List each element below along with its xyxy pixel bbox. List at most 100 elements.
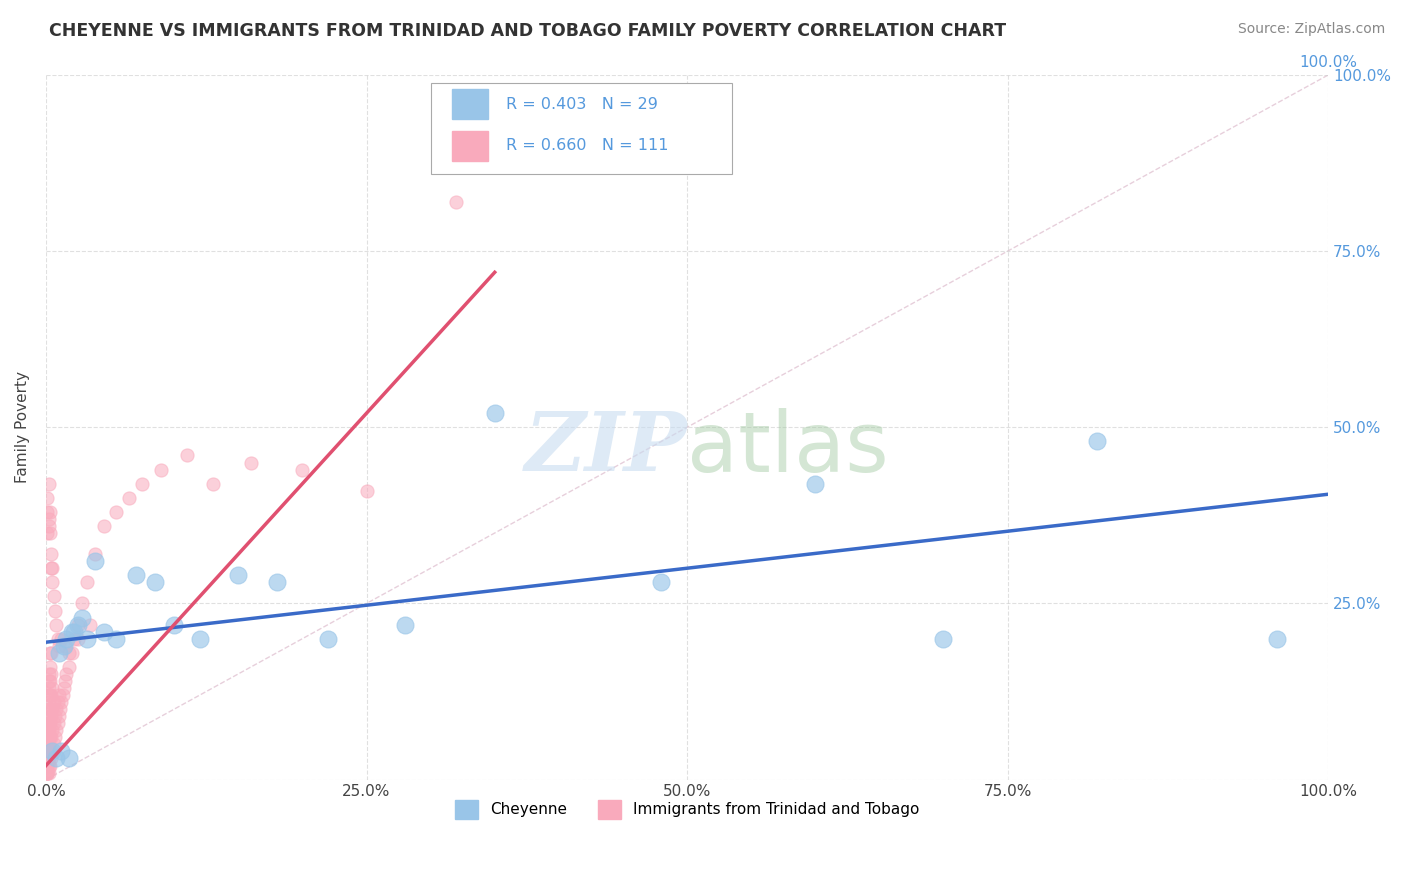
Point xyxy=(38,751,60,765)
Point xyxy=(37,758,59,772)
Point xyxy=(70,610,93,624)
Point xyxy=(932,632,955,646)
Point xyxy=(37,765,59,780)
Point xyxy=(39,646,62,660)
Point xyxy=(42,695,65,709)
Point xyxy=(38,519,60,533)
Point xyxy=(55,667,77,681)
Point xyxy=(51,695,73,709)
Point xyxy=(38,688,60,702)
Point xyxy=(118,491,141,505)
Point xyxy=(37,731,59,745)
Point xyxy=(291,462,314,476)
Point xyxy=(41,575,63,590)
Point xyxy=(58,660,80,674)
Point xyxy=(83,547,105,561)
Point xyxy=(38,695,60,709)
Point xyxy=(38,688,60,702)
Point xyxy=(42,716,65,731)
Point xyxy=(37,723,59,738)
Point xyxy=(37,758,59,772)
Point xyxy=(51,632,73,646)
Point xyxy=(37,744,59,758)
Point xyxy=(58,646,80,660)
Point xyxy=(37,505,59,519)
Point xyxy=(37,723,59,738)
Point xyxy=(37,765,59,780)
Point xyxy=(38,512,60,526)
Point xyxy=(105,505,128,519)
Point xyxy=(356,483,378,498)
Point xyxy=(131,476,153,491)
Point xyxy=(38,731,60,745)
Point xyxy=(44,731,66,745)
Point xyxy=(38,673,60,688)
Point xyxy=(45,751,67,765)
Point xyxy=(38,646,60,660)
Point xyxy=(39,667,62,681)
Point xyxy=(176,449,198,463)
Point xyxy=(37,765,59,780)
Point xyxy=(76,632,98,646)
Point xyxy=(38,660,60,674)
Point xyxy=(38,505,60,519)
Point xyxy=(38,667,60,681)
Point xyxy=(38,744,60,758)
Point xyxy=(51,744,73,758)
Text: CHEYENNE VS IMMIGRANTS FROM TRINIDAD AND TOBAGO FAMILY POVERTY CORRELATION CHART: CHEYENNE VS IMMIGRANTS FROM TRINIDAD AND… xyxy=(49,22,1007,40)
Legend: Cheyenne, Immigrants from Trinidad and Tobago: Cheyenne, Immigrants from Trinidad and T… xyxy=(449,794,925,825)
Point xyxy=(1085,434,1108,449)
Point xyxy=(66,632,89,646)
Point xyxy=(266,575,288,590)
Point xyxy=(49,702,72,716)
Point xyxy=(38,723,60,738)
Point xyxy=(38,758,60,772)
Point xyxy=(38,716,60,731)
Bar xyxy=(453,131,488,161)
Point xyxy=(38,702,60,716)
Point xyxy=(39,688,62,702)
Point xyxy=(38,744,60,758)
Point xyxy=(1265,632,1288,646)
Point xyxy=(38,758,60,772)
Point xyxy=(63,624,86,639)
Point xyxy=(125,568,148,582)
Point xyxy=(316,632,339,646)
Point xyxy=(394,617,416,632)
Point xyxy=(38,673,60,688)
Point xyxy=(240,456,263,470)
Point xyxy=(37,491,59,505)
Point xyxy=(38,765,60,780)
Point xyxy=(105,632,128,646)
Text: Source: ZipAtlas.com: Source: ZipAtlas.com xyxy=(1237,22,1385,37)
Point xyxy=(38,731,60,745)
Y-axis label: Family Poverty: Family Poverty xyxy=(15,371,30,483)
Point xyxy=(46,695,69,709)
Point xyxy=(37,738,59,752)
Point xyxy=(46,632,69,646)
Point xyxy=(45,702,67,716)
Point xyxy=(52,688,75,702)
Point xyxy=(41,681,63,695)
Point xyxy=(143,575,166,590)
Point xyxy=(39,731,62,745)
Point xyxy=(93,624,115,639)
Point xyxy=(45,723,67,738)
Text: atlas: atlas xyxy=(688,408,889,489)
Point xyxy=(38,716,60,731)
Point xyxy=(41,723,63,738)
Point xyxy=(41,702,63,716)
Point xyxy=(37,751,59,765)
Point xyxy=(201,476,224,491)
Bar xyxy=(453,89,488,119)
Point xyxy=(79,617,101,632)
Point xyxy=(650,575,672,590)
Point xyxy=(38,681,60,695)
Point xyxy=(226,568,249,582)
Point xyxy=(38,738,60,752)
Point xyxy=(446,194,468,209)
Point xyxy=(48,688,70,702)
Text: ZIP: ZIP xyxy=(524,409,688,489)
Point xyxy=(188,632,211,646)
Point xyxy=(46,716,69,731)
